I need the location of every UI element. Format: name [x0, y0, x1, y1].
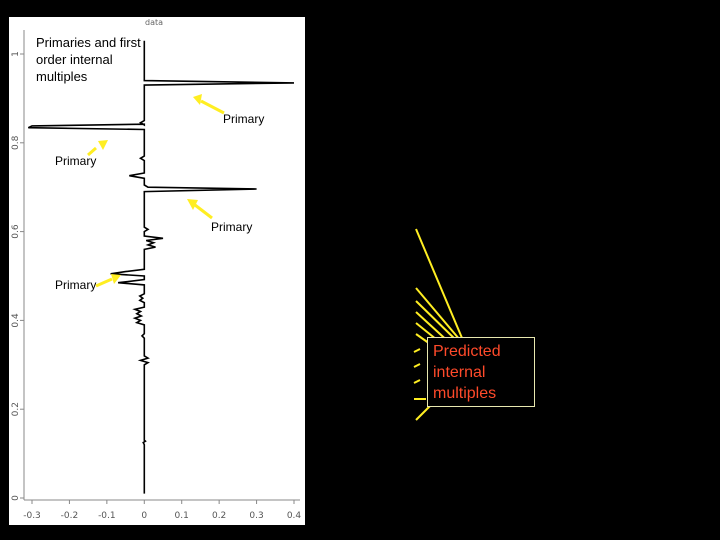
seismic-trace-line — [27, 40, 295, 494]
x-tick-label: 0 — [141, 511, 147, 521]
x-tick-label: 0.2 — [212, 511, 226, 521]
x-tick-label: 0.4 — [287, 511, 302, 521]
x-tick-label: 0.1 — [175, 511, 189, 521]
predicted-multiples-label: Predicted internal multiples — [427, 337, 535, 407]
predicted-dash-1 — [413, 348, 421, 353]
predicted-dash-2 — [413, 363, 421, 368]
primary-arrows — [87, 94, 225, 288]
primary-label-2: Primary — [55, 154, 97, 168]
y-tick-label: 0 — [11, 495, 21, 501]
predicted-dash-3 — [413, 379, 421, 384]
primary-label-4: Primary — [55, 278, 97, 292]
plot-panel — [9, 17, 305, 525]
predicted-line-3 — [415, 300, 459, 343]
y-tick-label: 0.8 — [11, 135, 21, 150]
predicted-line-2 — [415, 287, 461, 341]
y-tick-label: 0.6 — [11, 224, 21, 239]
y-tick-label: 0.4 — [11, 313, 21, 328]
predicted-line-1 — [415, 228, 463, 339]
arrow-primary-3 — [187, 199, 213, 220]
chart-title: data — [145, 18, 163, 27]
x-tick-label: -0.1 — [98, 511, 116, 521]
axis-ticks: -0.3 -0.2 -0.1 0 0.1 0.2 0.3 0.4 0 0.2 0.4 0.6 0.8 1 — [11, 51, 301, 521]
y-tick-label: 1 — [11, 51, 21, 57]
primary-label-3: Primary — [211, 220, 253, 234]
box-annotation: Primaries and first order internal multi… — [36, 35, 141, 84]
primary-label-1: Primary — [223, 112, 265, 126]
arrow-primary-4 — [95, 274, 121, 288]
arrow-primary-1 — [193, 94, 225, 115]
x-tick-label: 0.3 — [249, 511, 263, 521]
x-tick-label: -0.2 — [61, 511, 79, 521]
y-tick-label: 0.2 — [11, 402, 21, 416]
arrow-box-label — [87, 140, 108, 157]
x-tick-label: -0.3 — [23, 511, 41, 521]
